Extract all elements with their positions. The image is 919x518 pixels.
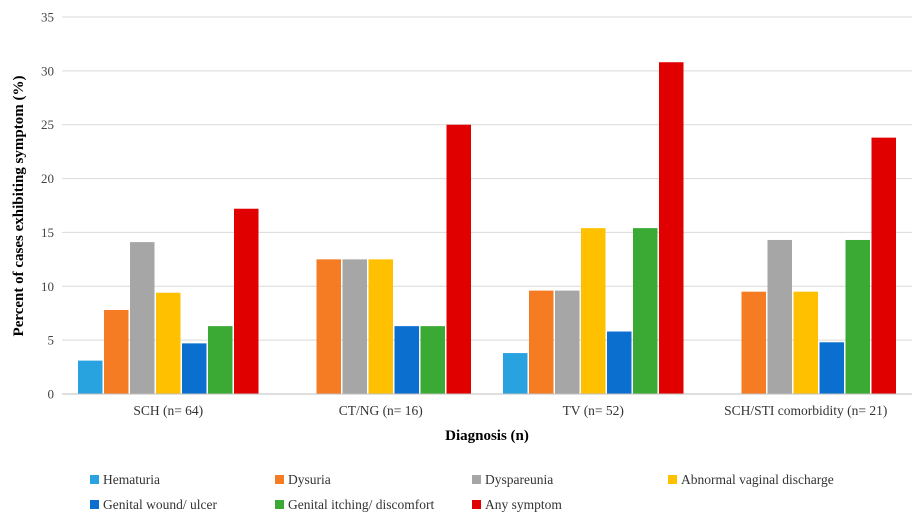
y-axis-ticks: 0 5 10 15 20 25 30 35 <box>41 10 54 402</box>
bar-hematuria <box>78 360 103 394</box>
bar-abnormal-vaginal-discharge <box>793 291 818 394</box>
legend-label-hematuria: Hematuria <box>103 472 160 487</box>
y-tick-label: 15 <box>41 225 54 240</box>
legend: Hematuria Dysuria Dyspareunia Abnormal vagi… <box>90 472 834 512</box>
bar-dysuria <box>104 309 129 394</box>
legend-swatch-abnormal-vaginal-discharge <box>668 475 677 484</box>
bar-genital-wound-ulcer <box>607 331 632 394</box>
bar-dyspareunia <box>767 239 792 394</box>
bar-genital-wound-ulcer <box>819 342 844 394</box>
y-tick-label: 10 <box>41 279 54 294</box>
y-tick-label: 0 <box>48 387 55 402</box>
bar-abnormal-vaginal-discharge <box>581 228 606 394</box>
x-category-label: SCH/STI comorbidity (n= 21) <box>724 403 887 418</box>
x-axis-title: Diagnosis (n) <box>445 428 529 444</box>
y-axis-title: Percent of cases exhibiting symptom (%) <box>11 76 27 337</box>
bar-dysuria <box>529 290 554 394</box>
bar-genital-itching-discomfort <box>845 239 870 394</box>
bars <box>78 62 896 395</box>
bar-genital-itching-discomfort <box>208 326 233 394</box>
y-tick-label: 35 <box>41 10 54 25</box>
x-category-label: CT/NG (n= 16) <box>339 403 423 418</box>
legend-label-dysuria: Dysuria <box>288 472 331 487</box>
legend-swatch-hematuria <box>90 475 99 484</box>
y-tick-label: 30 <box>41 63 54 78</box>
legend-swatch-genital-itching-discomfort <box>275 500 284 509</box>
legend-label-genital-wound-ulcer: Genital wound/ ulcer <box>103 497 217 512</box>
bar-genital-itching-discomfort <box>420 326 445 394</box>
bar-dysuria <box>741 291 766 394</box>
legend-label-genital-itching-discomfort: Genital itching/ discomfort <box>288 497 434 512</box>
legend-label-any-symptom: Any symptom <box>485 497 562 512</box>
legend-label-dyspareunia: Dyspareunia <box>485 472 553 487</box>
bar-dyspareunia <box>555 290 580 394</box>
bar-genital-wound-ulcer <box>182 343 207 394</box>
legend-swatch-any-symptom <box>472 500 481 509</box>
gridlines <box>62 16 912 341</box>
y-tick-label: 25 <box>41 117 54 132</box>
x-axis-categories: SCH (n= 64) CT/NG (n= 16) TV (n= 52) SCH/ST… <box>133 403 887 418</box>
bar-dyspareunia <box>342 259 367 394</box>
bar-dyspareunia <box>130 242 155 394</box>
y-tick-label: 20 <box>41 171 54 186</box>
bar-abnormal-vaginal-discharge <box>156 292 181 394</box>
bar-genital-wound-ulcer <box>394 326 419 394</box>
x-category-label: SCH (n= 64) <box>133 403 203 418</box>
x-category-label: TV (n= 52) <box>563 403 624 418</box>
bar-any-symptom <box>234 208 259 394</box>
legend-label-abnormal-vaginal-discharge: Abnormal vaginal discharge <box>681 472 834 487</box>
bar-any-symptom <box>659 62 684 395</box>
legend-swatch-dyspareunia <box>472 475 481 484</box>
bar-any-symptom <box>446 124 471 394</box>
y-tick-label: 5 <box>48 333 55 348</box>
legend-swatch-dysuria <box>275 475 284 484</box>
bar-hematuria <box>503 353 528 394</box>
bar-dysuria <box>316 259 341 394</box>
legend-swatch-genital-wound-ulcer <box>90 500 99 509</box>
bar-genital-itching-discomfort <box>633 228 658 394</box>
bar-any-symptom <box>871 137 896 394</box>
bar-abnormal-vaginal-discharge <box>368 259 393 394</box>
